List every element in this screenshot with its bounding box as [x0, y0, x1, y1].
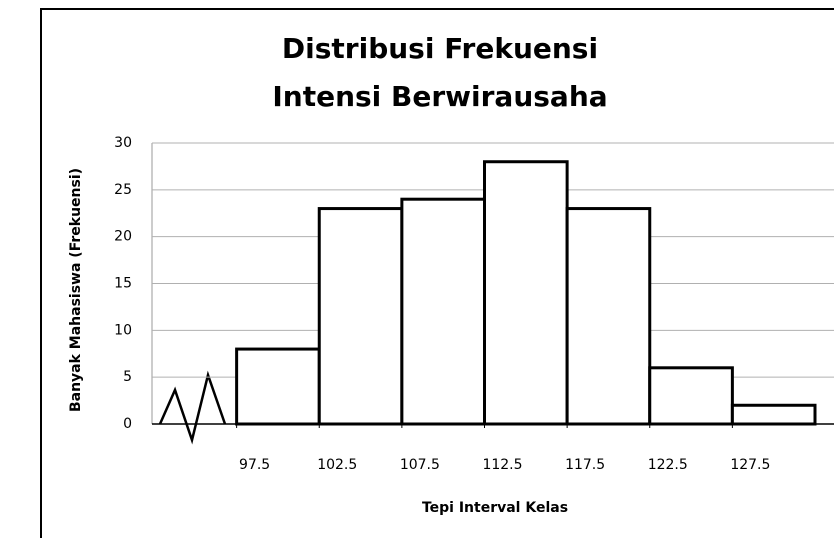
- y-tick-label: 10: [114, 322, 132, 338]
- y-tick-label: 15: [114, 276, 132, 292]
- y-tick-label: 0: [123, 416, 132, 432]
- bar: [648, 366, 734, 426]
- bar: [235, 347, 321, 426]
- x-tick-label: 107.5: [400, 457, 440, 473]
- y-tick-label: 5: [123, 369, 132, 385]
- bar: [400, 197, 486, 426]
- chart-title: Distribusi Frekuensi: [282, 32, 598, 65]
- x-tick-label: 117.5: [565, 457, 605, 473]
- axis-break: [158, 370, 227, 445]
- chart-title: Intensi Berwirausaha: [272, 80, 607, 113]
- y-axis-label: Banyak Mahasiswa (Frekuensi): [68, 168, 84, 412]
- x-tick-label: 97.5: [239, 457, 270, 473]
- y-tick-label: 25: [114, 182, 132, 198]
- x-tick-label: 102.5: [317, 457, 357, 473]
- bar: [565, 207, 652, 426]
- x-tick-label: 127.5: [730, 457, 770, 473]
- bar: [483, 160, 569, 426]
- bar: [730, 403, 817, 426]
- x-tick-label: 122.5: [648, 457, 688, 473]
- bar: [317, 207, 404, 426]
- x-axis-label: Tepi Interval Kelas: [422, 500, 568, 516]
- y-tick-label: 30: [114, 135, 132, 151]
- x-tick-label: 112.5: [482, 457, 522, 473]
- y-tick-label: 20: [114, 229, 132, 245]
